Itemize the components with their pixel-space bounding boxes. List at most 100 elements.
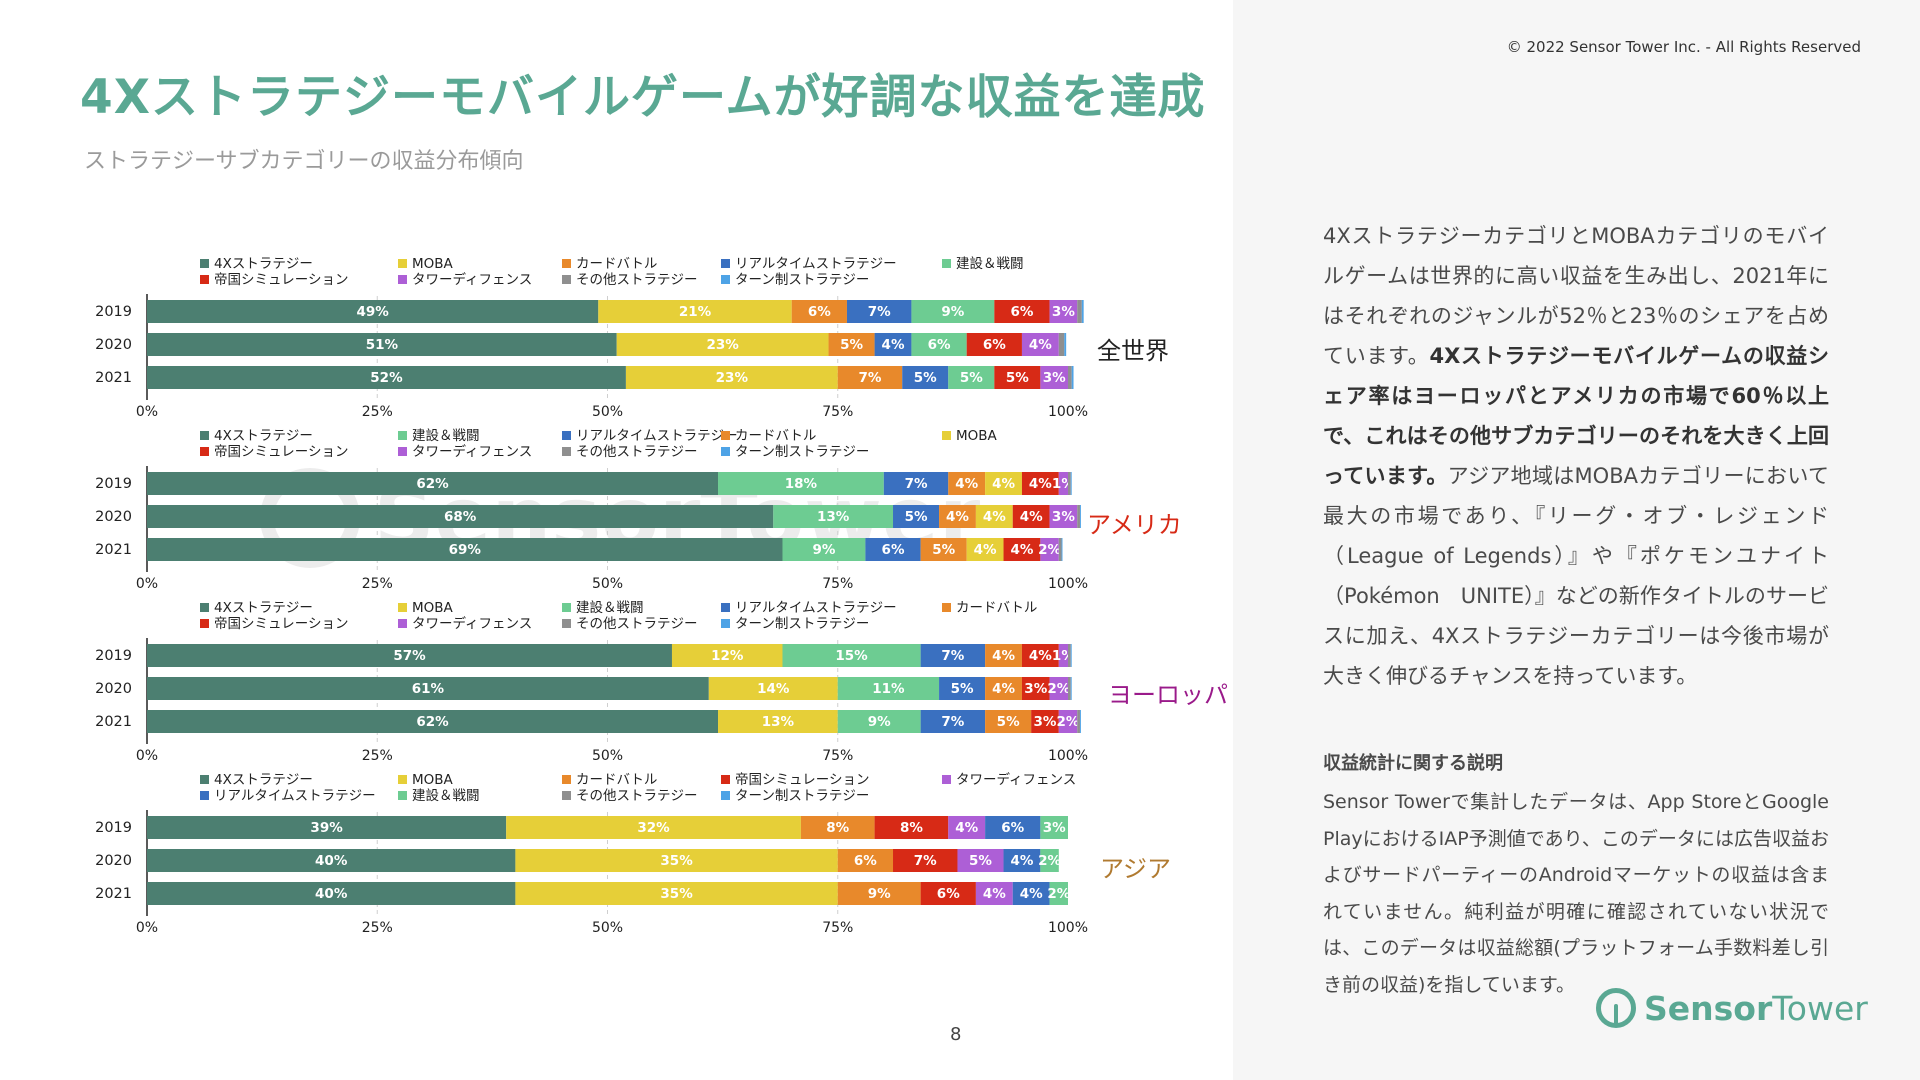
legend-label-2-0-2: 建設＆戦闘 xyxy=(576,600,644,616)
bar-0-1-8 xyxy=(1064,333,1067,356)
data-label-2-2-5: 3% xyxy=(1034,714,1057,730)
bar-0-0-3 xyxy=(846,300,912,323)
bar-1-2-8 xyxy=(1061,538,1063,561)
legend-swatch-1-0-4 xyxy=(942,431,951,440)
region-label-america: アメリカ xyxy=(1087,511,1182,539)
page-subtitle: ストラテジーサブカテゴリーの収益分布傾向 xyxy=(84,149,524,174)
bar-2-1-3 xyxy=(939,677,986,700)
legend-label-1-0-0: 4Xストラテジー xyxy=(214,428,313,444)
legend-label-2-0-1: MOBA xyxy=(412,600,454,616)
data-label-3-1-4: 5% xyxy=(969,853,992,869)
data-label-1-0-6: 1% xyxy=(1052,476,1075,492)
x-tick-label-0-1: 25% xyxy=(362,404,393,420)
bar-0-0-8 xyxy=(1081,300,1084,323)
bar-3-1-1 xyxy=(515,849,838,872)
data-label-3-2-4: 4% xyxy=(983,886,1006,902)
data-label-3-2-1: 35% xyxy=(660,886,693,902)
bar-2-0-5 xyxy=(1021,644,1059,667)
data-label-2-2-0: 62% xyxy=(416,714,449,730)
category-label-0-0: 2019 xyxy=(95,304,132,320)
legend-label-0-1-2: その他ストラテジー xyxy=(576,272,698,288)
data-label-0-1-0: 51% xyxy=(366,337,399,353)
data-label-0-1-2: 5% xyxy=(840,337,863,353)
x-tick-label-0-4: 100% xyxy=(1048,404,1088,420)
data-label-2-1-6: 2% xyxy=(1047,681,1070,697)
legend-swatch-1-1-1 xyxy=(398,447,407,456)
category-label-0-2: 2021 xyxy=(95,370,132,386)
sensor-tower-logo: SensorTower xyxy=(1596,988,1868,1028)
bar-0-2-5 xyxy=(994,366,1041,389)
category-label-2-0: 2019 xyxy=(95,648,132,664)
data-label-3-0-2: 8% xyxy=(826,820,849,836)
bar-1-1-4 xyxy=(975,505,1013,528)
legend-swatch-2-1-3 xyxy=(721,619,730,628)
bar-1-0-2 xyxy=(883,472,949,495)
description-text-bold: 4Xストラテジーモバイルゲームの収益シェア率はヨーロッパとアメリカの市場で60％… xyxy=(1323,344,1830,488)
data-label-1-1-4: 4% xyxy=(983,509,1006,525)
bar-2-1-2 xyxy=(837,677,940,700)
bar-1-1-0 xyxy=(147,505,774,528)
bar-0-1-0 xyxy=(147,333,617,356)
bar-3-0-0 xyxy=(147,816,507,839)
bar-0-0-4 xyxy=(911,300,995,323)
bar-3-2-0 xyxy=(147,882,516,905)
legend-swatch-0-0-3 xyxy=(721,259,730,268)
bar-3-1-0 xyxy=(147,849,516,872)
legend-swatch-3-1-3 xyxy=(721,791,730,800)
x-tick-label-2-1: 25% xyxy=(362,748,393,764)
bar-1-2-0 xyxy=(147,538,783,561)
data-label-3-1-2: 6% xyxy=(854,853,877,869)
bar-3-0-3 xyxy=(874,816,949,839)
bar-2-2-4 xyxy=(985,710,1032,733)
data-label-2-2-3: 7% xyxy=(941,714,964,730)
data-label-0-0-5: 6% xyxy=(1010,304,1033,320)
data-label-3-0-5: 6% xyxy=(1001,820,1024,836)
bar-0-0-6 xyxy=(1049,300,1078,323)
data-label-0-0-4: 9% xyxy=(941,304,964,320)
data-label-2-0-2: 15% xyxy=(835,648,868,664)
bar-3-0-6 xyxy=(1040,816,1068,839)
legend-label-3-0-1: MOBA xyxy=(412,772,454,788)
bar-1-0-5 xyxy=(1021,472,1059,495)
right-panel xyxy=(1233,0,1920,1080)
legend-label-2-1-0: 帝国シミュレーション xyxy=(214,616,348,632)
bar-2-0-0 xyxy=(147,644,672,667)
bar-1-2-7 xyxy=(1058,538,1062,561)
data-label-1-2-5: 4% xyxy=(1010,542,1033,558)
data-label-3-0-4: 4% xyxy=(955,820,978,836)
legend-swatch-3-0-4 xyxy=(942,775,951,784)
bar-0-0-7 xyxy=(1077,300,1082,323)
data-label-2-1-0: 61% xyxy=(412,681,445,697)
data-label-2-1-4: 4% xyxy=(992,681,1015,697)
data-label-0-0-6: 3% xyxy=(1052,304,1075,320)
data-label-1-1-2: 5% xyxy=(905,509,928,525)
bar-2-1-7 xyxy=(1068,677,1071,700)
bar-2-0-1 xyxy=(671,644,783,667)
bar-2-2-1 xyxy=(718,710,838,733)
bar-2-2-0 xyxy=(147,710,719,733)
bar-2-1-6 xyxy=(1049,677,1068,700)
data-label-1-0-3: 4% xyxy=(955,476,978,492)
legend-label-3-0-4: タワーディフェンス xyxy=(956,771,1076,788)
legend-label-0-0-0: 4Xストラテジー xyxy=(214,256,313,272)
data-label-2-2-4: 5% xyxy=(997,714,1020,730)
bar-2-0-2 xyxy=(782,644,921,667)
description-text-1: 4XストラテジーカテゴリとMOBAカテゴリのモバイルゲームは世界的に高い収益を生… xyxy=(1323,224,1829,368)
data-label-1-2-6: 2% xyxy=(1038,542,1061,558)
data-label-0-2-3: 5% xyxy=(914,370,937,386)
data-label-0-2-4: 5% xyxy=(960,370,983,386)
x-tick-label-2-0: 0% xyxy=(136,748,158,764)
bar-3-1-6 xyxy=(1040,849,1059,872)
bar-0-1-4 xyxy=(911,333,967,356)
bar-3-2-3 xyxy=(920,882,976,905)
bar-1-0-0 xyxy=(147,472,719,495)
bar-3-2-2 xyxy=(837,882,921,905)
legend-swatch-3-1-0 xyxy=(200,791,209,800)
sensor-tower-logo-icon xyxy=(1596,988,1636,1028)
x-tick-label-2-3: 75% xyxy=(822,748,853,764)
data-label-3-2-0: 40% xyxy=(315,886,348,902)
data-label-0-2-6: 3% xyxy=(1043,370,1066,386)
x-tick-label-1-4: 100% xyxy=(1048,576,1088,592)
legend-label-1-0-3: カードバトル xyxy=(735,428,816,444)
legend-swatch-1-1-0 xyxy=(200,447,209,456)
